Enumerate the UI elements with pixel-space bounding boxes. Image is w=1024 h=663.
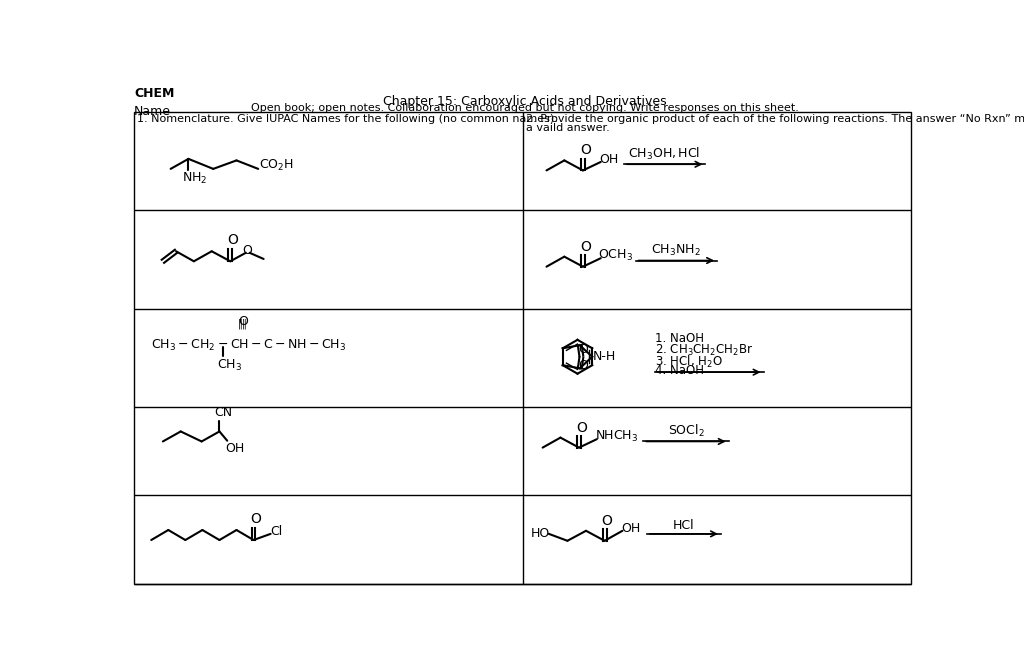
Text: O: O [580,143,591,157]
Text: HO: HO [531,527,550,540]
Text: Name: Name [134,105,171,118]
Text: $\|\|$: $\|\|$ [238,318,248,332]
Text: OH: OH [621,522,640,535]
Text: O: O [580,239,591,253]
Text: HCl: HCl [673,518,694,532]
Text: $\mathregular{CO_2H}$: $\mathregular{CO_2H}$ [259,158,294,173]
Text: N-H: N-H [593,350,616,363]
Text: O: O [251,512,261,526]
Text: O: O [238,316,248,328]
Text: $\mathregular{CH_3}$: $\mathregular{CH_3}$ [217,357,243,373]
Text: $\mathregular{CH_3-CH_2-CH-C-NH-CH_3}$: $\mathregular{CH_3-CH_2-CH-C-NH-CH_3}$ [152,337,346,353]
Text: 4. NaOH: 4. NaOH [655,365,705,377]
Text: OH: OH [599,153,618,166]
Text: 1. Nomenclature. Give IUPAC Names for the following (no common names):: 1. Nomenclature. Give IUPAC Names for th… [137,114,558,124]
Text: Cl: Cl [270,525,282,538]
Text: O: O [242,244,252,257]
Text: $\mathregular{CH_3NH_2}$: $\mathregular{CH_3NH_2}$ [651,243,700,258]
Text: O: O [227,233,238,247]
Text: O: O [579,343,588,356]
Text: O: O [575,420,587,434]
Text: $\mathregular{NHCH_3}$: $\mathregular{NHCH_3}$ [595,429,639,444]
Text: $\mathregular{CH_3OH, HCl}$: $\mathregular{CH_3OH, HCl}$ [628,146,700,162]
Text: $\mathregular{NH_2}$: $\mathregular{NH_2}$ [182,171,208,186]
Text: CHEM: CHEM [134,88,174,100]
Text: CN: CN [214,406,232,419]
Text: 3. HCl, $\mathregular{H_2O}$: 3. HCl, $\mathregular{H_2O}$ [655,353,723,370]
Text: $\mathregular{OCH_3}$: $\mathregular{OCH_3}$ [598,249,634,263]
Text: a vaild answer.: a vaild answer. [526,123,610,133]
Text: Open book; open notes. Collaboration encouraged but not copying. Write responses: Open book; open notes. Collaboration enc… [251,103,799,113]
Text: OH: OH [225,442,245,455]
Text: O: O [579,359,588,372]
Text: 2. $\mathregular{CH_3CH_2CH_2Br}$: 2. $\mathregular{CH_3CH_2CH_2Br}$ [655,343,754,358]
Text: Chapter 15: Carboxylic Acids and Derivatives: Chapter 15: Carboxylic Acids and Derivat… [383,95,667,108]
Text: $\mathregular{SOCl_2}$: $\mathregular{SOCl_2}$ [668,423,705,439]
Text: 1. NaOH: 1. NaOH [655,332,705,345]
Text: O: O [601,514,612,528]
Text: 2. Provide the organic product of each of the following reactions. The answer “N: 2. Provide the organic product of each o… [526,114,1024,124]
